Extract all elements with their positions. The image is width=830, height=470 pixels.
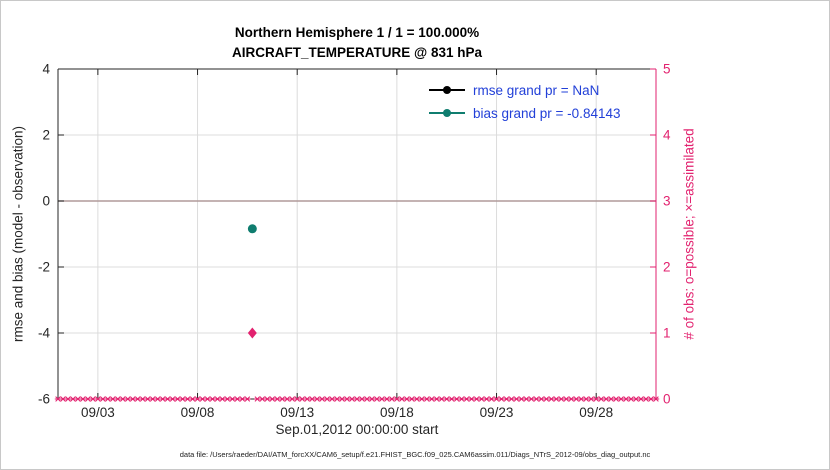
svg-text:0: 0 — [663, 392, 671, 407]
svg-text:5: 5 — [663, 62, 671, 77]
data-file-caption: data file: /Users/raeder/DAI/ATM_forcXX/… — [179, 450, 651, 459]
svg-text:4: 4 — [663, 128, 671, 143]
svg-text:09/28: 09/28 — [579, 405, 613, 420]
x-axis-label: Sep.01,2012 00:00:00 start — [275, 422, 439, 437]
bias-line-marker-icon — [429, 104, 465, 122]
svg-text:09/23: 09/23 — [480, 405, 514, 420]
legend-label-bias: bias grand pr = -0.84143 — [473, 105, 621, 121]
svg-text:09/08: 09/08 — [181, 405, 215, 420]
svg-text:-4: -4 — [38, 326, 50, 341]
svg-text:4: 4 — [42, 62, 50, 77]
svg-text:09/03: 09/03 — [81, 405, 115, 420]
svg-text:-2: -2 — [38, 260, 50, 275]
svg-text:09/13: 09/13 — [280, 405, 314, 420]
svg-text:0: 0 — [42, 194, 50, 209]
right-axis-label: # of obs: o=possible; ×=assimilated — [681, 128, 697, 340]
rmse-line-marker-icon — [429, 81, 465, 99]
title-line1: Northern Hemisphere 1 / 1 = 100.000% — [234, 25, 480, 40]
svg-text:1: 1 — [663, 326, 671, 341]
legend-label-rmse: rmse grand pr = NaN — [473, 82, 600, 98]
svg-text:-6: -6 — [38, 392, 50, 407]
legend-item-rmse: rmse grand pr = NaN — [429, 81, 620, 99]
svg-text:2: 2 — [663, 260, 671, 275]
left-axis-label: rmse and bias (model - observation) — [10, 125, 26, 343]
svg-text:09/18: 09/18 — [380, 405, 414, 420]
svg-text:3: 3 — [663, 194, 671, 209]
legend: rmse grand pr = NaN bias grand pr = -0.8… — [429, 81, 620, 127]
chart-title: Northern Hemisphere 1 / 1 = 100.000% AIR… — [232, 23, 482, 63]
svg-text:2: 2 — [42, 128, 50, 143]
title-line2: AIRCRAFT_TEMPERATURE @ 831 hPa — [232, 45, 482, 60]
legend-item-bias: bias grand pr = -0.84143 — [429, 104, 620, 122]
